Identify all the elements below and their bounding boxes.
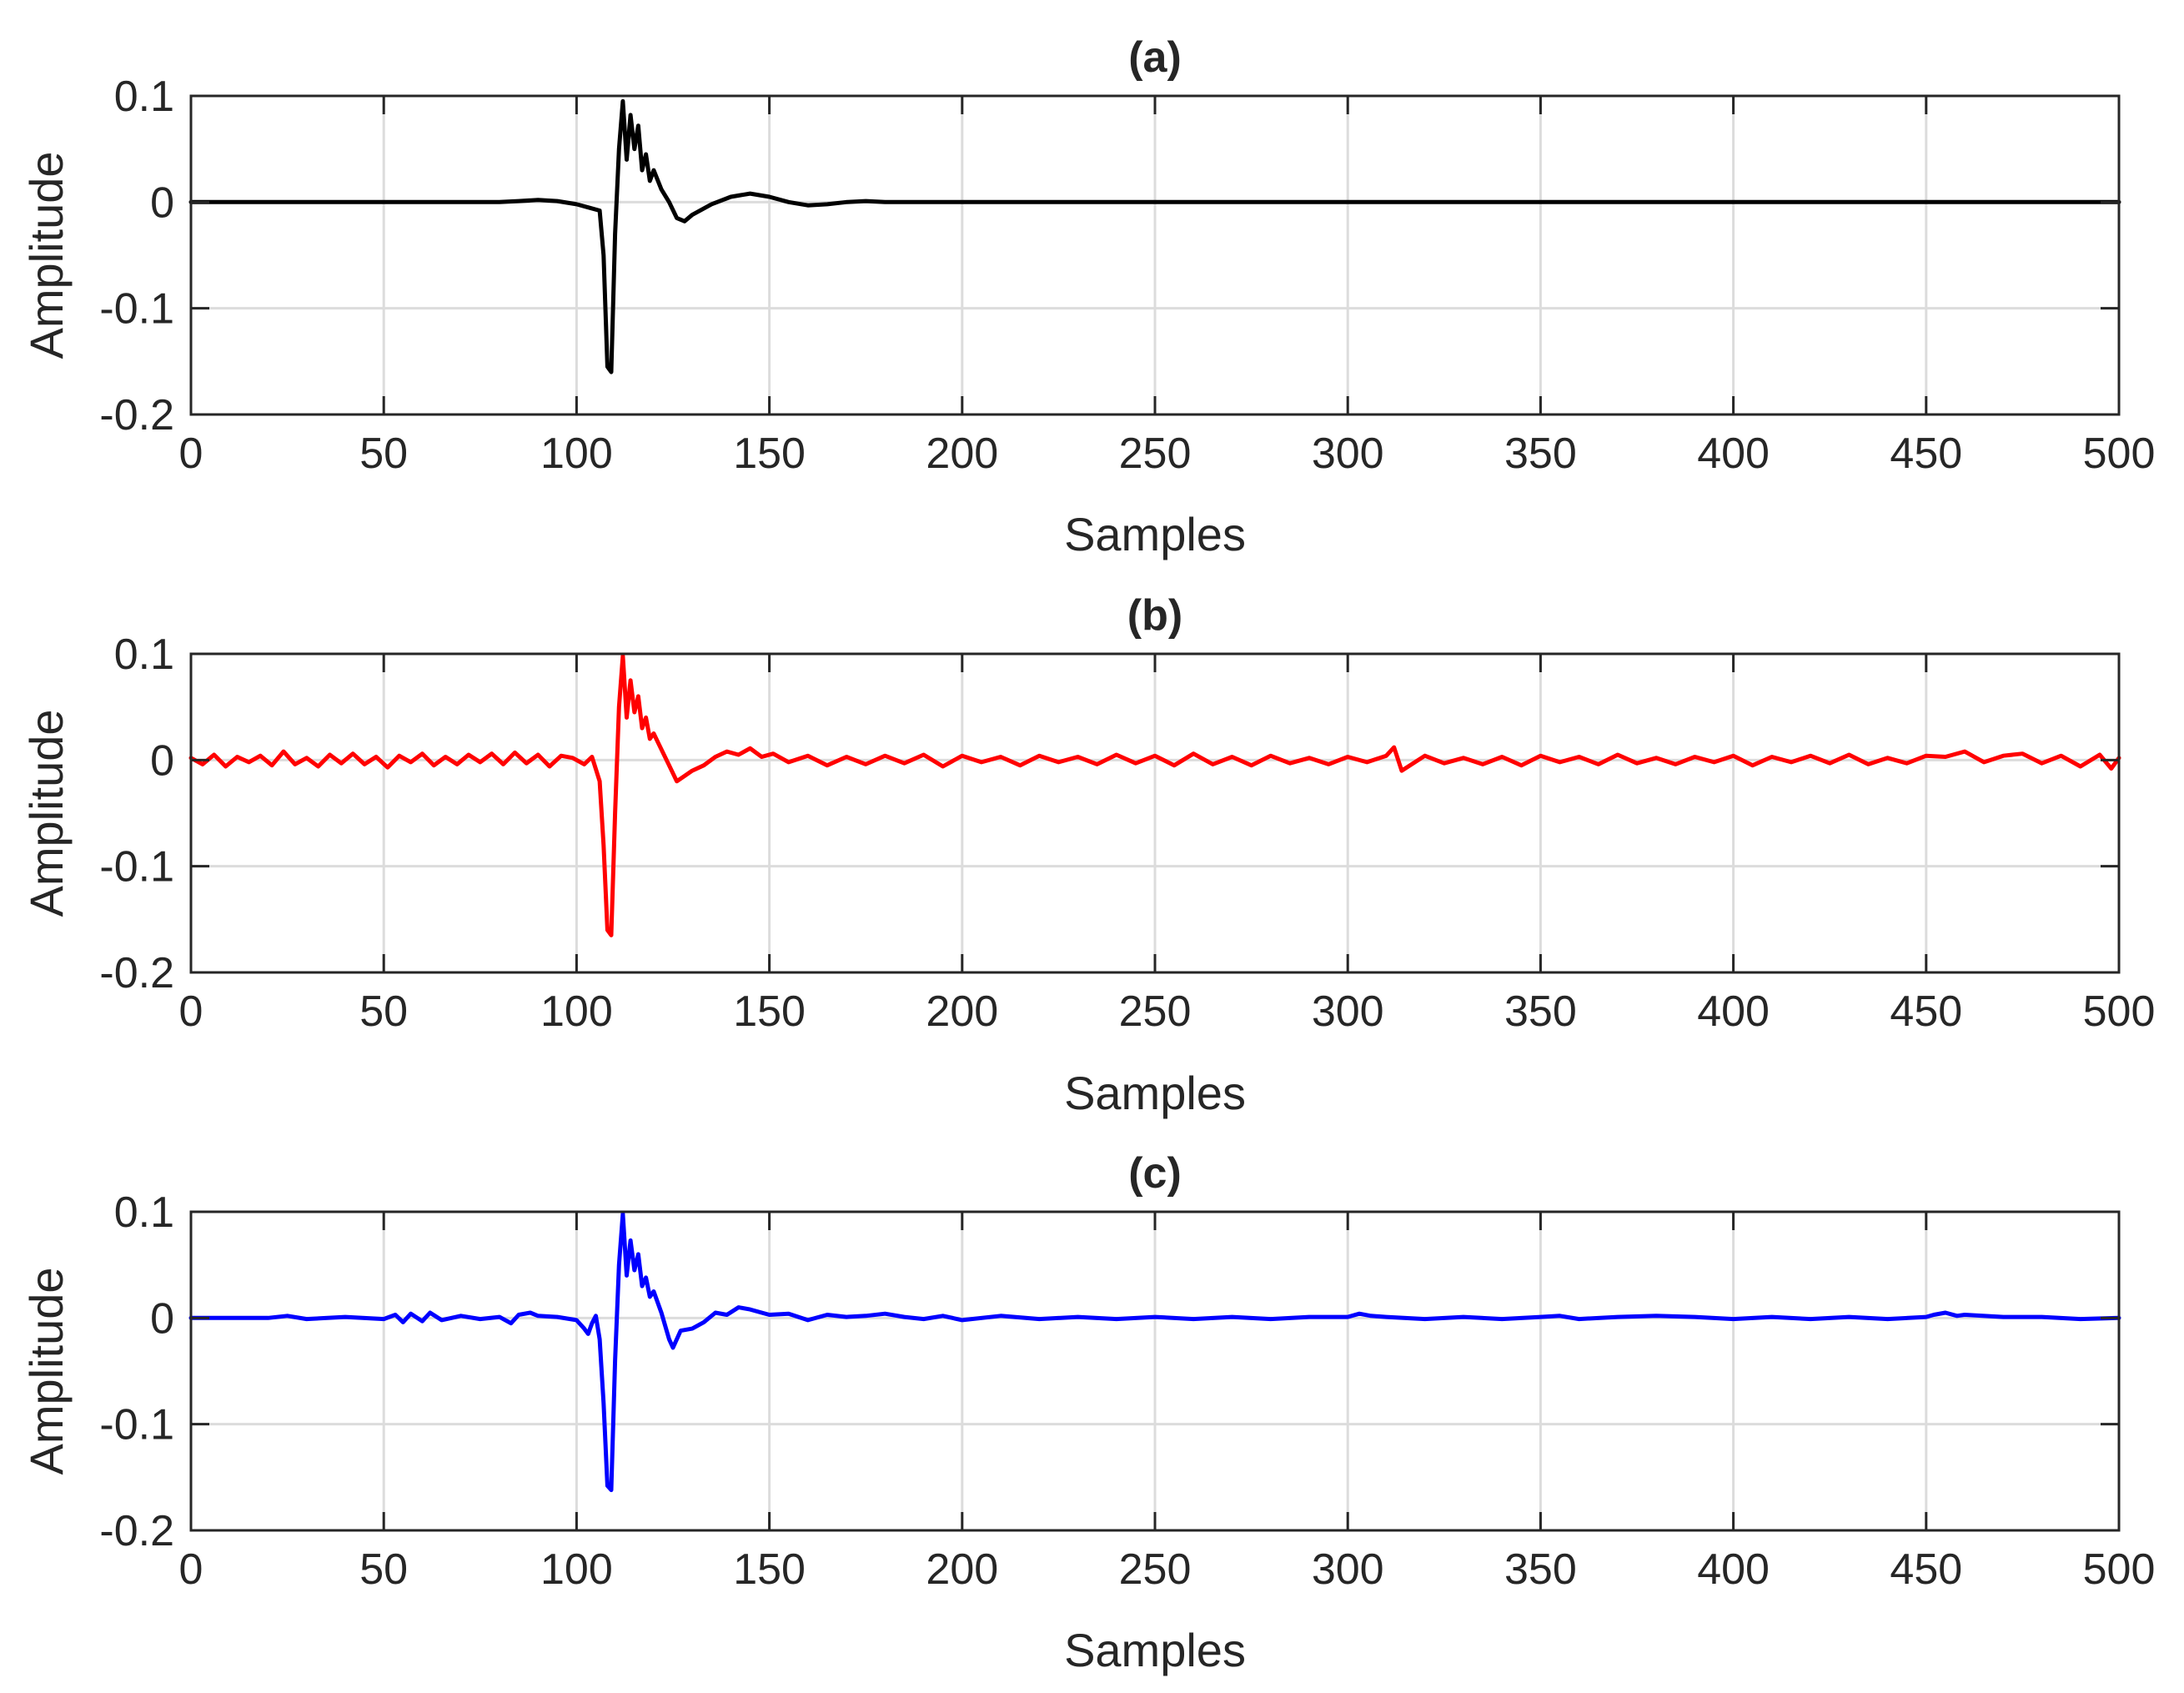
series-layer <box>188 1212 2121 1493</box>
x-axis-label: Samples <box>1064 508 1246 560</box>
y-tick-label: 0 <box>150 1294 174 1343</box>
x-tick-label: 150 <box>733 987 806 1036</box>
x-tick-label: 350 <box>1504 430 1577 478</box>
series-line <box>188 1212 2121 1493</box>
series-layer <box>188 654 2121 937</box>
subplot-title: (c) <box>1128 1149 1182 1198</box>
y-tick-label: -0.1 <box>99 1401 174 1449</box>
x-tick-label: 150 <box>733 1545 806 1594</box>
x-tick-label: 50 <box>359 1545 408 1594</box>
x-tick-label: 400 <box>1697 1545 1770 1594</box>
series-layer <box>188 98 2121 374</box>
y-tick-label: 0.1 <box>114 630 174 679</box>
tick-marks <box>189 652 2121 974</box>
x-tick-label: 450 <box>1890 987 1962 1036</box>
y-axis-label: Amplitude <box>20 1267 73 1474</box>
y-tick-labels: 0.1 0 -0.1 -0.2 <box>99 1188 174 1555</box>
x-tick-label: 100 <box>540 987 613 1036</box>
x-tick-label: 200 <box>926 1545 998 1594</box>
x-tick-label: 0 <box>179 430 203 478</box>
y-tick-labels: 0.1 0 -0.1 -0.2 <box>99 630 174 997</box>
x-tick-label: 500 <box>2083 1545 2156 1594</box>
x-tick-label: 400 <box>1697 987 1770 1036</box>
x-tick-label: 250 <box>1119 987 1192 1036</box>
subplot-title: (b) <box>1127 591 1182 640</box>
x-tick-label: 250 <box>1119 1545 1192 1594</box>
y-tick-label: -0.2 <box>99 391 174 440</box>
y-tick-labels: 0.1 0 -0.1 -0.2 <box>99 73 174 440</box>
y-tick-label: 0.1 <box>114 73 174 121</box>
subplot-b: 0 50 100 150 200 250 300 350 400 450 500 0.1 0 -0.1 -… <box>20 591 2155 1119</box>
x-tick-labels: 0 50 100 150 200 250 300 350 400 450 500 <box>179 1545 2156 1594</box>
y-tick-label: -0.2 <box>99 1507 174 1555</box>
x-tick-label: 500 <box>2083 987 2156 1036</box>
x-tick-label: 450 <box>1890 430 1962 478</box>
x-axis-label: Samples <box>1064 1067 1246 1119</box>
subplot-a: 0 50 100 150 200 250 300 350 400 450 500 0.1 0 -0.1 -… <box>20 33 2155 560</box>
y-tick-label: 0 <box>150 736 174 785</box>
y-tick-label: -0.2 <box>99 949 174 997</box>
x-tick-label: 100 <box>540 1545 613 1594</box>
series-line <box>188 654 2121 937</box>
x-tick-label: 300 <box>1312 1545 1384 1594</box>
x-tick-label: 400 <box>1697 430 1770 478</box>
y-axis-label: Amplitude <box>20 151 73 359</box>
x-tick-label: 50 <box>359 430 408 478</box>
x-tick-label: 200 <box>926 430 998 478</box>
x-tick-label: 250 <box>1119 430 1192 478</box>
y-axis-label: Amplitude <box>20 709 73 917</box>
y-tick-label: 0.1 <box>114 1188 174 1237</box>
x-tick-label: 0 <box>179 987 203 1036</box>
y-tick-label: -0.1 <box>99 285 174 334</box>
tick-marks <box>189 94 2121 416</box>
x-tick-label: 200 <box>926 987 998 1036</box>
x-tick-labels: 0 50 100 150 200 250 300 350 400 450 500 <box>179 430 2156 478</box>
x-tick-label: 500 <box>2083 430 2156 478</box>
x-axis-label: Samples <box>1064 1624 1246 1676</box>
x-tick-labels: 0 50 100 150 200 250 300 350 400 450 500 <box>179 987 2156 1036</box>
series-line <box>188 98 2121 374</box>
x-tick-label: 300 <box>1312 987 1384 1036</box>
x-tick-label: 100 <box>540 430 613 478</box>
x-tick-label: 300 <box>1312 430 1384 478</box>
x-tick-label: 350 <box>1504 987 1577 1036</box>
x-tick-label: 0 <box>179 1545 203 1594</box>
x-tick-label: 150 <box>733 430 806 478</box>
x-tick-label: 50 <box>359 987 408 1036</box>
y-tick-label: -0.1 <box>99 843 174 892</box>
subplot-c: 0 50 100 150 200 250 300 350 400 450 500 0.1 0 -0.1 -… <box>20 1149 2155 1676</box>
x-tick-label: 450 <box>1890 1545 1962 1594</box>
x-tick-label: 350 <box>1504 1545 1577 1594</box>
tick-marks <box>189 1210 2121 1532</box>
subplot-title: (a) <box>1128 33 1182 82</box>
y-tick-label: 0 <box>150 178 174 227</box>
